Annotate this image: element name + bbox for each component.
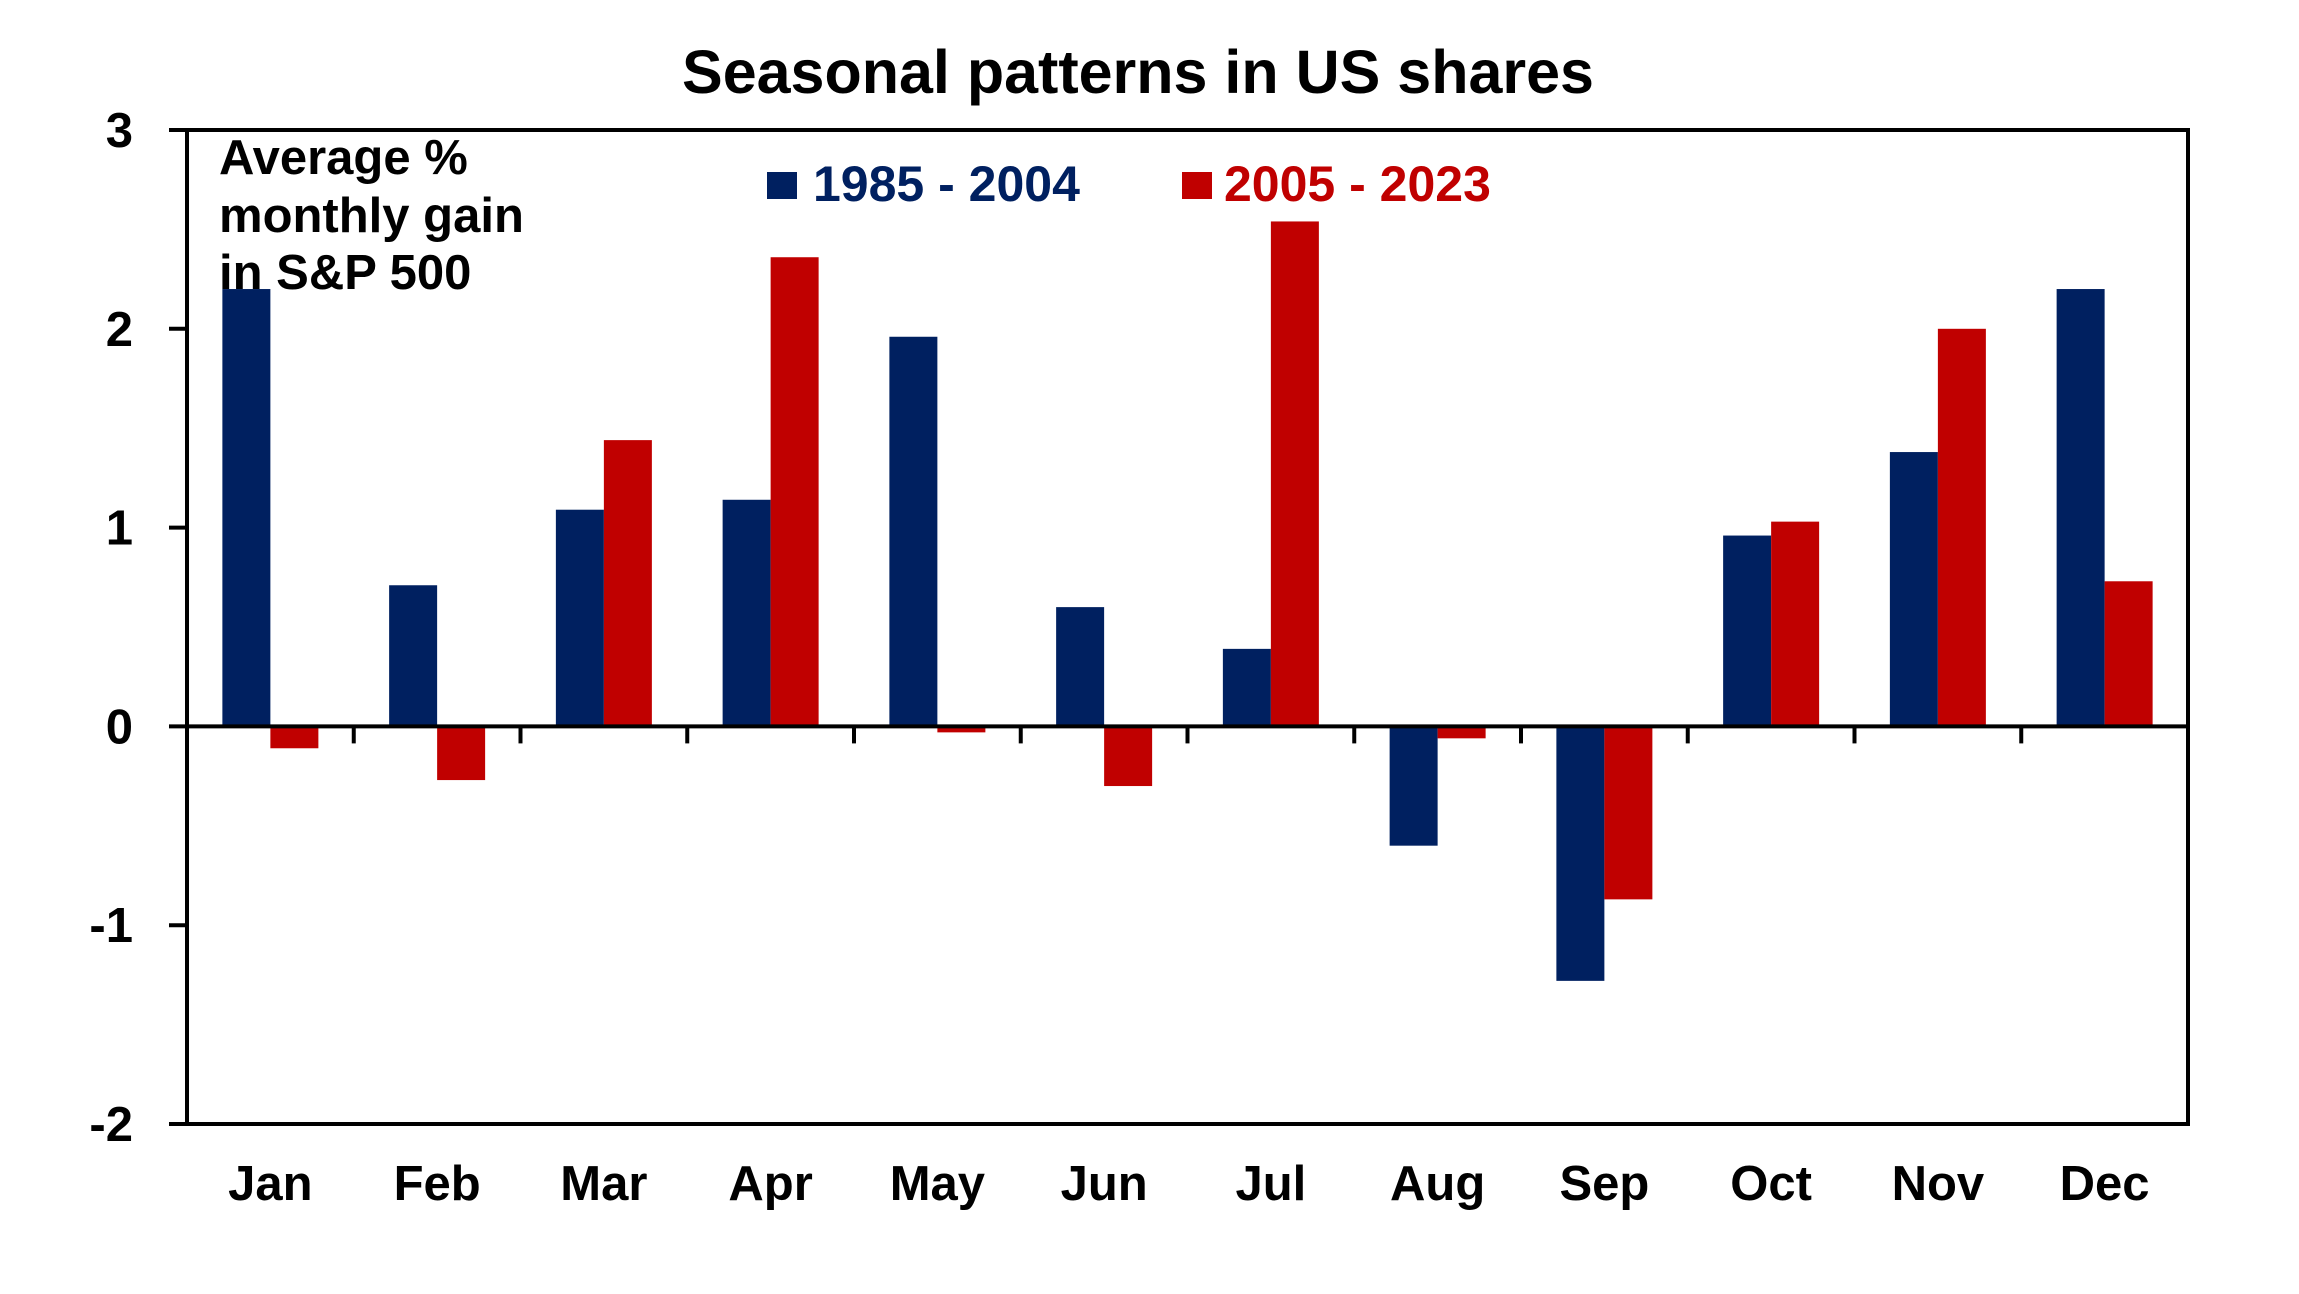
legend: 1985 - 2004 2005 - 2023 <box>767 156 1491 212</box>
bar-aug-2005-2023 <box>1437 726 1486 739</box>
bar-apr-2005-2023 <box>770 257 819 727</box>
x-tick-label-sep: Sep <box>1559 1157 1649 1211</box>
x-tick-label-jan: Jan <box>228 1157 312 1211</box>
bar-aug-1985-2004 <box>1389 726 1438 846</box>
bar-jul-2005-2023 <box>1270 221 1319 727</box>
x-tick-label-jul: Jul <box>1235 1157 1306 1211</box>
chart-title: Seasonal patterns in US shares <box>682 38 1594 106</box>
bar-may-2005-2023 <box>937 726 986 733</box>
y-tick-label: 2 <box>106 303 133 357</box>
annotation-line-2: monthly gain <box>219 189 524 243</box>
y-axis-ticks: 3 2 1 0 -1 -2 <box>89 104 187 1152</box>
bar-oct-2005-2023 <box>1771 521 1820 727</box>
annotation-line-3: in S&P 500 <box>219 246 471 300</box>
x-tick-label-feb: Feb <box>394 1157 481 1211</box>
plot-area-border <box>185 128 2190 1126</box>
x-tick-label-oct: Oct <box>1730 1157 1812 1211</box>
bar-dec-2005-2023 <box>2104 581 2153 727</box>
bar-jan-1985-2004 <box>222 289 271 727</box>
legend-label-2005-2023: 2005 - 2023 <box>1224 156 1491 212</box>
bar-jun-2005-2023 <box>1104 726 1153 787</box>
bar-mar-2005-2023 <box>603 440 652 727</box>
bar-dec-1985-2004 <box>2056 289 2105 727</box>
bar-sep-1985-2004 <box>1556 726 1605 981</box>
x-tick-label-dec: Dec <box>2060 1157 2150 1211</box>
bar-sep-2005-2023 <box>1604 726 1653 900</box>
y-tick-label: 0 <box>106 700 133 754</box>
bar-jan-2005-2023 <box>270 726 319 749</box>
x-tick-label-jun: Jun <box>1061 1157 1148 1211</box>
bar-feb-2005-2023 <box>437 726 486 781</box>
x-tick-label-mar: Mar <box>560 1157 647 1211</box>
x-tick-label-nov: Nov <box>1892 1157 1985 1211</box>
legend-label-1985-2004: 1985 - 2004 <box>813 156 1080 212</box>
y-tick-label: 1 <box>106 502 133 556</box>
y-tick-label: -1 <box>89 899 133 953</box>
bars-group <box>222 221 2153 981</box>
bar-apr-1985-2004 <box>722 499 771 727</box>
y-tick-label: -2 <box>89 1098 133 1152</box>
legend-swatch-1985-2004 <box>767 172 797 199</box>
bar-jun-1985-2004 <box>1056 607 1105 727</box>
x-axis-ticks: Jan Feb Mar Apr May Jun Jul Aug Sep Oct Nov Dec <box>228 726 2150 1211</box>
bar-feb-1985-2004 <box>389 585 438 727</box>
x-tick-label-may: May <box>890 1157 985 1211</box>
bar-oct-1985-2004 <box>1723 535 1772 727</box>
bar-may-1985-2004 <box>889 336 938 727</box>
annotation-line-1: Average % <box>219 131 468 185</box>
bar-nov-2005-2023 <box>1937 328 1986 727</box>
bar-nov-1985-2004 <box>1889 452 1938 727</box>
legend-swatch-2005-2023 <box>1182 172 1212 199</box>
annotation: Average % monthly gain in S&P 500 <box>219 131 524 300</box>
x-tick-label-aug: Aug <box>1390 1157 1485 1211</box>
y-tick-label: 3 <box>106 104 133 158</box>
bar-mar-1985-2004 <box>555 509 604 727</box>
x-tick-label-apr: Apr <box>728 1157 812 1211</box>
bar-jul-1985-2004 <box>1222 648 1271 727</box>
